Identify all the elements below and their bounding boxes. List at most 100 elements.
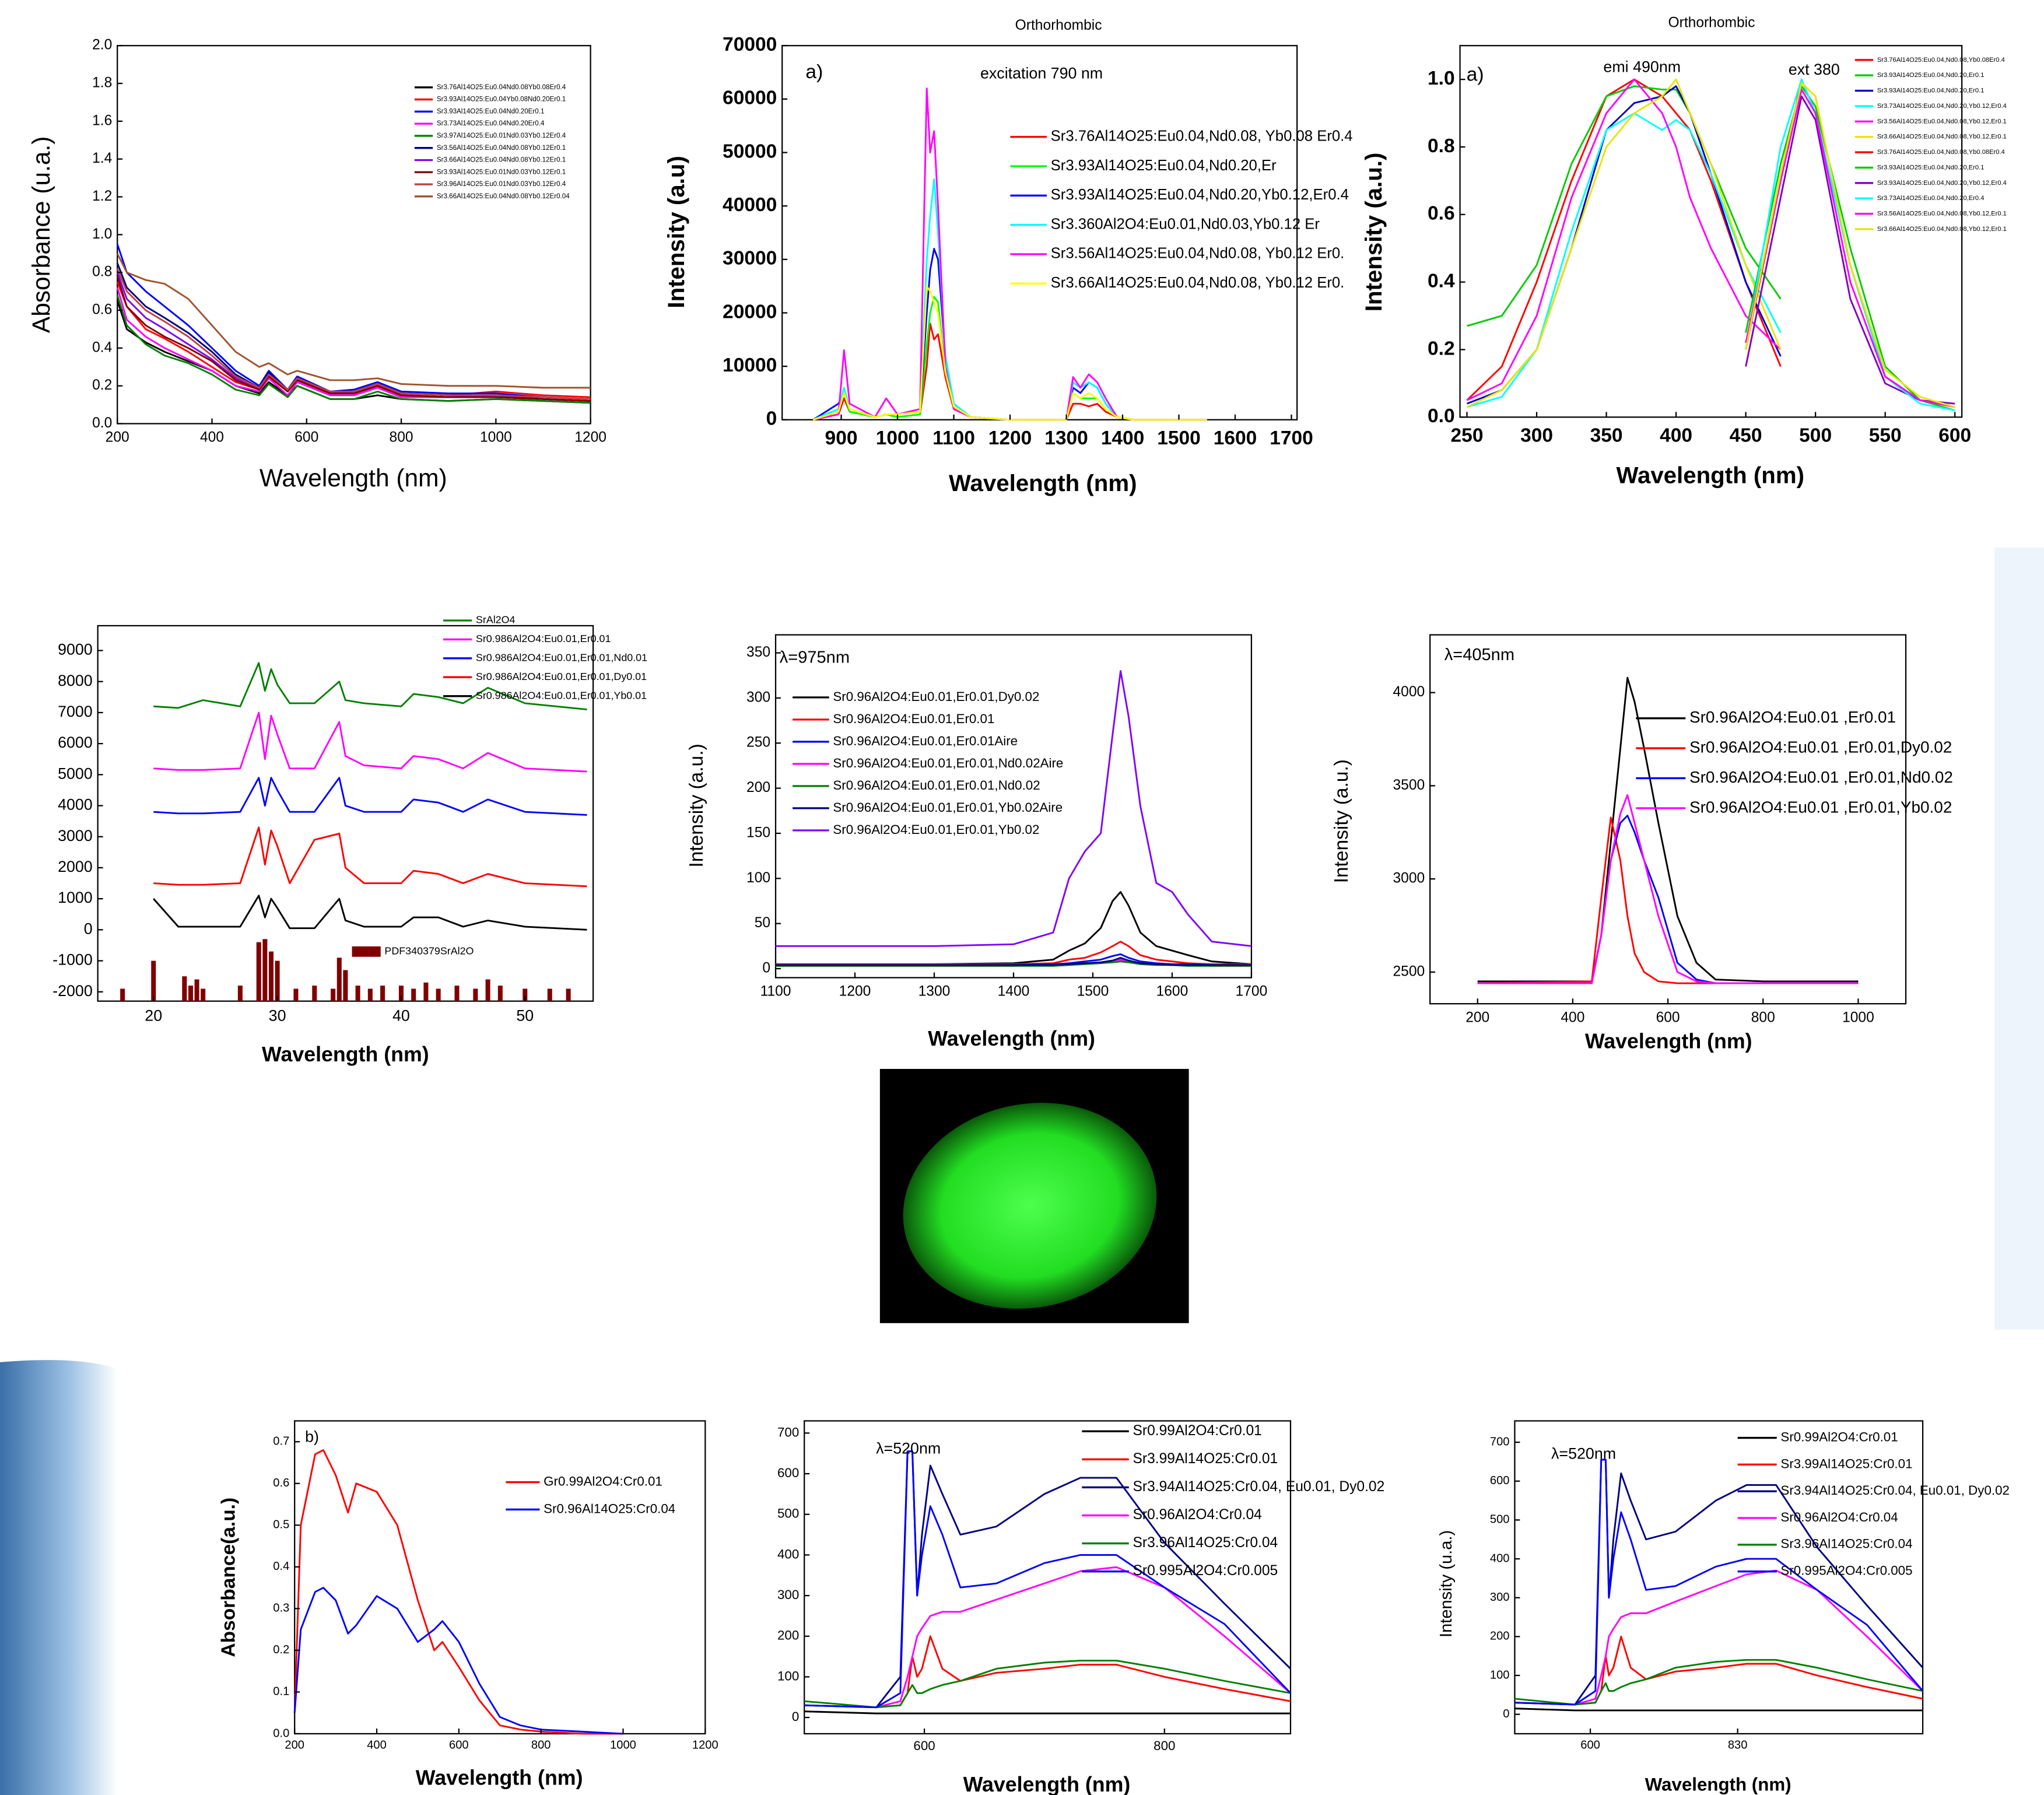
- x-tick-label: 1100: [932, 427, 975, 449]
- x-tick-label: 1100: [760, 984, 791, 1000]
- x-tick-label: 30: [269, 1007, 286, 1025]
- y-tick-label: 60000: [723, 87, 777, 109]
- y-tick-label: 0.4: [1428, 270, 1455, 292]
- reference-bar: [355, 986, 360, 1001]
- legend-swatch: [352, 946, 381, 957]
- y-tick-label: 0.0: [92, 415, 112, 431]
- legend-label: Sr3.99Al14O25:Cr0.01: [1780, 1456, 1912, 1471]
- y-tick-label: 9000: [58, 641, 93, 658]
- y-tick-label: 0.2: [1428, 338, 1455, 359]
- x-tick-label: 250: [1451, 425, 1484, 447]
- annotation: λ=975nm: [780, 648, 850, 667]
- x-tick-label: 400: [200, 430, 224, 446]
- y-tick-label: 0.2: [92, 377, 112, 393]
- reference-bar: [454, 986, 460, 1001]
- x-tick-label: 830: [1728, 1738, 1748, 1751]
- series-line: [293, 1587, 623, 1735]
- legend-label: Sr0.96Al2O4:Eu0.01 ,Er0.01,Yb0.02: [1689, 798, 1952, 816]
- legend-label: Sr3.93Al14O25:Eu0.04,Nd0.20,Er0.1: [1877, 72, 1985, 79]
- plot-frame: [804, 1420, 1292, 1735]
- legend-label: SrAl2O4: [476, 614, 516, 626]
- annotation: b): [305, 1428, 319, 1446]
- series-line: [1477, 794, 1859, 984]
- y-tick-label: 1.4: [92, 150, 112, 166]
- y-tick-label: 20000: [723, 301, 777, 322]
- legend-label: Sr3.99Al14O25:Cr0.01: [1133, 1451, 1278, 1467]
- series-line: [153, 662, 587, 711]
- legend-label: Sr3.66Al14O25:Eu0.04,Nd0.08,Yb0.12,Er0.1: [1877, 226, 2007, 233]
- x-tick-label: 600: [1580, 1738, 1600, 1751]
- reference-bar: [237, 986, 243, 1001]
- x-tick-label: 1300: [1044, 427, 1088, 449]
- series-line: [776, 891, 1252, 965]
- x-tick-label: 1200: [839, 984, 871, 1000]
- y-tick-label: 50: [755, 915, 770, 931]
- reference-bar: [423, 982, 429, 1001]
- series-line: [1514, 1569, 1924, 1706]
- x-tick-label: 200: [106, 430, 129, 446]
- y-tick-label: 0.6: [273, 1477, 289, 1489]
- reference-bar: [523, 988, 528, 1001]
- y-tick-label: 3000: [58, 827, 93, 844]
- legend-label: Sr3.93Al14O25:Eu0.04,Nd0.20,Yb0.12,Er0.4: [1877, 180, 2007, 187]
- legend-label: Sr0.986Al2O4:Eu0.01,Er0.01,Yb0.01: [476, 689, 647, 701]
- y-tick-label: 500: [1490, 1513, 1510, 1526]
- y-tick-label: 1.2: [92, 188, 112, 204]
- y-tick-label: 0: [84, 920, 93, 937]
- reference-bar: [436, 988, 441, 1001]
- series-line: [116, 295, 591, 404]
- reference-bar: [398, 986, 404, 1001]
- x-axis-label: Wavelength (nm): [928, 1027, 1095, 1050]
- y-tick-label: 250: [746, 735, 770, 751]
- y-tick-label: 300: [1490, 1591, 1510, 1604]
- y-tick-label: 2.0: [92, 37, 112, 53]
- y-tick-label: 600: [777, 1466, 799, 1480]
- x-tick-label: 1000: [480, 430, 512, 446]
- x-tick-label: 500: [1799, 425, 1832, 447]
- y-axis-label: Intensity (a.u.): [1361, 153, 1387, 312]
- x-axis-label: Wavelength (nm): [1645, 1775, 1791, 1795]
- series-line: [1745, 78, 1955, 412]
- legend-label: Sr3.56Al14O25:Eu0.04,Nd0.08,Yb0.12,Er0.1: [1877, 211, 2007, 218]
- x-tick-label: 1600: [1156, 984, 1188, 1000]
- series-line: [1514, 1459, 1924, 1706]
- y-tick-label: -1000: [52, 951, 93, 969]
- series-line: [804, 1450, 1292, 1709]
- y-tick-label: 0.5: [273, 1519, 289, 1531]
- chart-title: Orthorhombic: [1015, 17, 1102, 33]
- x-tick-label: 1000: [610, 1738, 636, 1751]
- x-tick-label: 900: [825, 427, 858, 449]
- x-axis-label: Wavelength (nm): [949, 470, 1137, 496]
- series-line: [293, 1449, 623, 1735]
- y-tick-label: 0.3: [273, 1602, 289, 1615]
- x-tick-label: 400: [1660, 425, 1692, 447]
- series-line: [116, 276, 591, 402]
- y-tick-label: 600: [1490, 1474, 1510, 1487]
- y-tick-label: 0.0: [1428, 405, 1455, 427]
- series-line: [1467, 85, 1782, 327]
- annotation: ext 380: [1789, 61, 1840, 78]
- reference-bar: [151, 960, 156, 1001]
- series-line: [153, 777, 587, 816]
- y-tick-label: 1000: [58, 889, 93, 906]
- reference-bar: [268, 951, 274, 1001]
- legend-label: Sr0.96Al2O4:Eu0.01 ,Er0.01,Dy0.02: [1689, 738, 1952, 756]
- legend-label: Sr0.96Al2O4:Cr0.04: [1133, 1507, 1262, 1523]
- legend-label: Sr3.73Al14O25:Eu0.04,Nd0.20,Yb0.12,Er0.4: [1877, 103, 2007, 110]
- x-tick-label: 1400: [1101, 427, 1145, 449]
- decoration: [0, 1360, 118, 1795]
- reference-bar: [367, 988, 373, 1001]
- legend-label: Sr3.360Al2O4:Eu0.01,Nd0.03,Yb0.12 Er: [1051, 216, 1320, 232]
- reference-bar: [188, 986, 193, 1001]
- x-tick-label: 300: [1520, 425, 1553, 447]
- reference-bar: [473, 988, 478, 1001]
- reference-bar: [293, 988, 299, 1001]
- y-tick-label: 8000: [58, 672, 93, 689]
- photo-sample: [903, 1103, 1157, 1309]
- series-line: [804, 1566, 1291, 1709]
- plot-frame: [117, 45, 591, 425]
- reference-bar: [547, 988, 552, 1001]
- series-line: [153, 895, 587, 931]
- reference-bar: [380, 986, 385, 1001]
